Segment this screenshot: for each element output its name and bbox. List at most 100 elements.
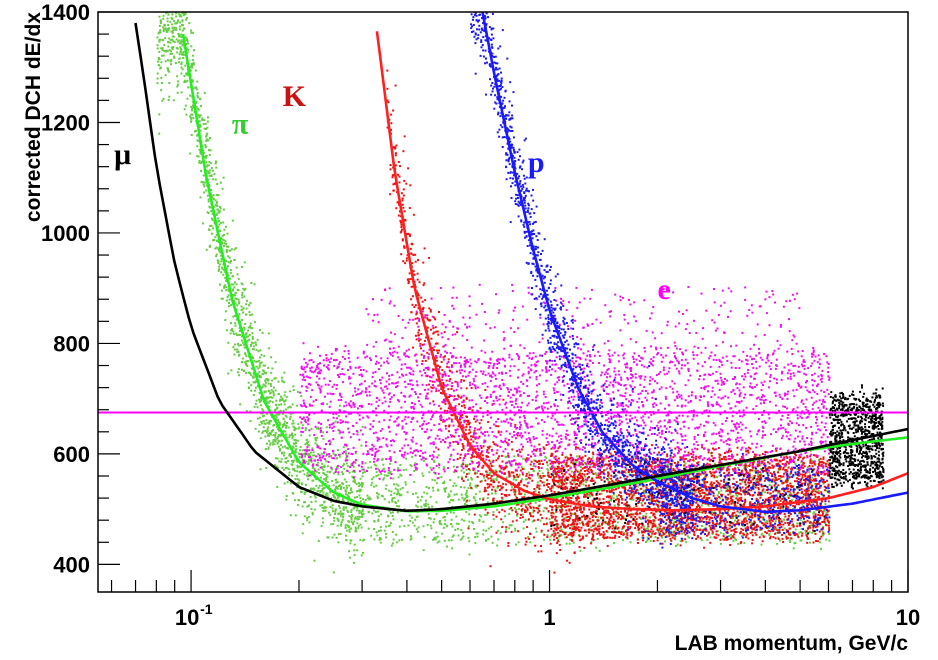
data-point (625, 493, 628, 496)
data-point (479, 473, 482, 475)
data-point (301, 483, 304, 486)
data-point (251, 332, 254, 335)
data-point (388, 524, 391, 527)
data-point (531, 479, 534, 482)
data-point (600, 455, 603, 458)
data-point (699, 487, 702, 489)
data-point (283, 403, 286, 406)
data-point (293, 459, 296, 462)
data-point (439, 407, 442, 410)
data-point (443, 539, 446, 542)
data-point (400, 253, 403, 256)
data-point (613, 504, 616, 507)
data-point (465, 468, 468, 471)
data-point (238, 374, 241, 377)
data-point (409, 184, 412, 187)
data-point (342, 473, 344, 476)
data-point (223, 228, 226, 231)
data-point (463, 486, 466, 489)
data-point (414, 317, 417, 320)
data-point (248, 372, 251, 375)
data-point (189, 152, 192, 155)
data-point (335, 536, 338, 539)
data-point (748, 482, 751, 484)
data-point (496, 544, 499, 547)
data-point (165, 29, 168, 32)
data-point (728, 475, 731, 478)
data-point (167, 24, 170, 26)
data-point (172, 29, 174, 32)
data-point (337, 533, 340, 536)
data-point (266, 428, 269, 431)
data-point (160, 76, 163, 79)
data-point (238, 330, 241, 332)
data-point (383, 529, 386, 532)
data-point (769, 530, 772, 533)
data-point (221, 266, 224, 269)
data-point (245, 362, 247, 365)
data-point (597, 465, 599, 468)
data-point (492, 513, 495, 516)
data-point (523, 484, 526, 487)
data-point (331, 480, 334, 482)
data-point (482, 520, 485, 523)
data-point (401, 228, 403, 231)
data-point (492, 485, 495, 488)
data-point (678, 527, 680, 530)
data-point (336, 517, 339, 520)
data-point (639, 462, 642, 465)
data-point (285, 433, 288, 436)
data-point (478, 435, 481, 438)
data-point (655, 503, 657, 505)
data-point (254, 386, 257, 389)
data-point (280, 444, 283, 447)
data-point (510, 440, 513, 443)
data-point (489, 474, 492, 477)
data-point (340, 521, 343, 524)
data-point (288, 436, 291, 439)
data-point (469, 484, 471, 487)
data-point (755, 503, 758, 506)
data-point (637, 529, 640, 532)
data-point (549, 542, 552, 545)
data-point (168, 37, 171, 40)
data-point (229, 332, 232, 335)
data-point (502, 468, 505, 471)
data-point (332, 494, 335, 496)
data-point (304, 455, 306, 458)
data-point (783, 499, 786, 502)
data-point (711, 483, 714, 486)
data-point (211, 212, 214, 215)
data-point (581, 537, 584, 540)
data-point (485, 475, 488, 478)
data-point (186, 73, 188, 76)
data-point (549, 505, 552, 508)
data-point (713, 527, 716, 530)
data-point (522, 527, 525, 530)
data-point (419, 499, 422, 502)
data-point (568, 443, 571, 446)
data-point (473, 429, 476, 432)
data-point (484, 513, 487, 516)
data-point (377, 510, 380, 513)
data-point (480, 419, 483, 422)
data-point (514, 495, 517, 498)
data-point (254, 341, 257, 344)
data-point (395, 144, 398, 147)
data-point (398, 539, 401, 542)
data-point (343, 463, 345, 466)
data-point (519, 481, 522, 484)
data-point (624, 502, 627, 505)
data-point (790, 520, 793, 523)
data-point (191, 54, 194, 57)
data-point (504, 483, 507, 486)
data-point (718, 468, 721, 471)
data-point (684, 462, 687, 465)
data-point (161, 99, 164, 102)
data-point (565, 536, 568, 539)
data-point (450, 518, 453, 521)
data-point (181, 12, 184, 15)
data-point (512, 471, 515, 474)
data-point (170, 16, 173, 19)
data-point (212, 194, 215, 197)
